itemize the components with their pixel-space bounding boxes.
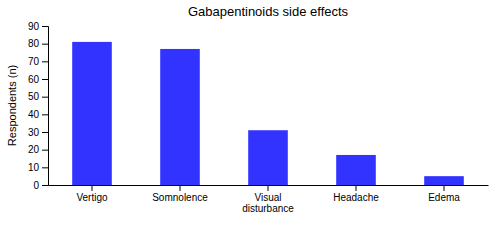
y-tick: 70: [28, 56, 48, 67]
y-tick-mark: [42, 185, 48, 186]
bar: [424, 176, 464, 185]
label-line: Somnolence: [152, 192, 208, 203]
x-tick-label: Headache: [333, 192, 379, 203]
y-tick-mark: [42, 44, 48, 45]
y-tick-label: 40: [28, 109, 40, 120]
y-tick-mark: [42, 150, 48, 151]
bar: [160, 49, 200, 185]
y-tick: 20: [28, 144, 48, 155]
x-tick-mark: [356, 185, 357, 191]
y-tick-mark: [42, 114, 48, 115]
x-tick-label: Somnolence: [152, 192, 208, 203]
x-tick-mark: [444, 185, 445, 191]
x-tick-label: Visualdisturbance: [242, 192, 294, 214]
y-tick: 30: [28, 127, 48, 138]
y-tick-label: 80: [28, 38, 40, 49]
y-axis: 0 10 20 30 40 50 60 70 80 90: [28, 21, 49, 191]
bar: [72, 42, 112, 185]
y-tick: 80: [28, 38, 48, 49]
bar: [248, 130, 288, 185]
y-axis-line: [42, 27, 49, 186]
y-tick: 60: [28, 74, 48, 85]
y-tick-mark: [42, 61, 48, 62]
x-tick: Edema: [428, 185, 460, 203]
chart: 0 10 20 30 40 50 60 70 80 90 Vertigo Somnolence Visu…: [0, 0, 500, 227]
bars: [72, 42, 464, 185]
y-tick-label: 70: [28, 56, 40, 67]
y-axis-title: Respondents (n): [6, 65, 18, 146]
x-tick-mark: [92, 185, 93, 191]
y-tick-label: 0: [33, 180, 39, 191]
y-tick: 40: [28, 109, 48, 120]
y-tick-mark: [42, 97, 48, 98]
label-line: Edema: [428, 192, 460, 203]
x-tick-mark: [268, 185, 269, 191]
y-tick: 0: [33, 180, 48, 191]
label-line: disturbance: [242, 203, 294, 214]
y-tick-label: 30: [28, 127, 40, 138]
x-tick-mark: [180, 185, 181, 191]
x-tick-label: Edema: [428, 192, 460, 203]
x-tick: Vertigo: [76, 185, 108, 203]
y-tick: 50: [28, 91, 48, 102]
y-tick-label: 90: [28, 21, 40, 32]
label-line: Vertigo: [76, 192, 108, 203]
y-tick-label: 20: [28, 144, 40, 155]
label-line: Headache: [333, 192, 379, 203]
x-tick: Headache: [333, 185, 379, 203]
y-tick: 90: [28, 21, 48, 32]
y-tick-label: 60: [28, 74, 40, 85]
y-tick: 10: [28, 162, 48, 173]
y-tick-mark: [42, 26, 48, 27]
bar: [336, 155, 376, 185]
y-tick-label: 50: [28, 91, 40, 102]
x-tick-label: Vertigo: [76, 192, 108, 203]
label-line: Visual: [254, 192, 281, 203]
y-tick-label: 10: [28, 162, 40, 173]
plot: 0 10 20 30 40 50 60 70 80 90 Vertigo Somnolence Visu…: [28, 21, 489, 214]
x-tick: Visualdisturbance: [242, 185, 294, 214]
x-tick: Somnolence: [152, 185, 208, 203]
y-tick-mark: [42, 167, 48, 168]
title: Gabapentinoids side effects: [188, 4, 349, 19]
y-tick-mark: [42, 132, 48, 133]
x-axis: Vertigo Somnolence Visualdisturbance Headac…: [49, 185, 489, 214]
y-tick-mark: [42, 79, 48, 80]
